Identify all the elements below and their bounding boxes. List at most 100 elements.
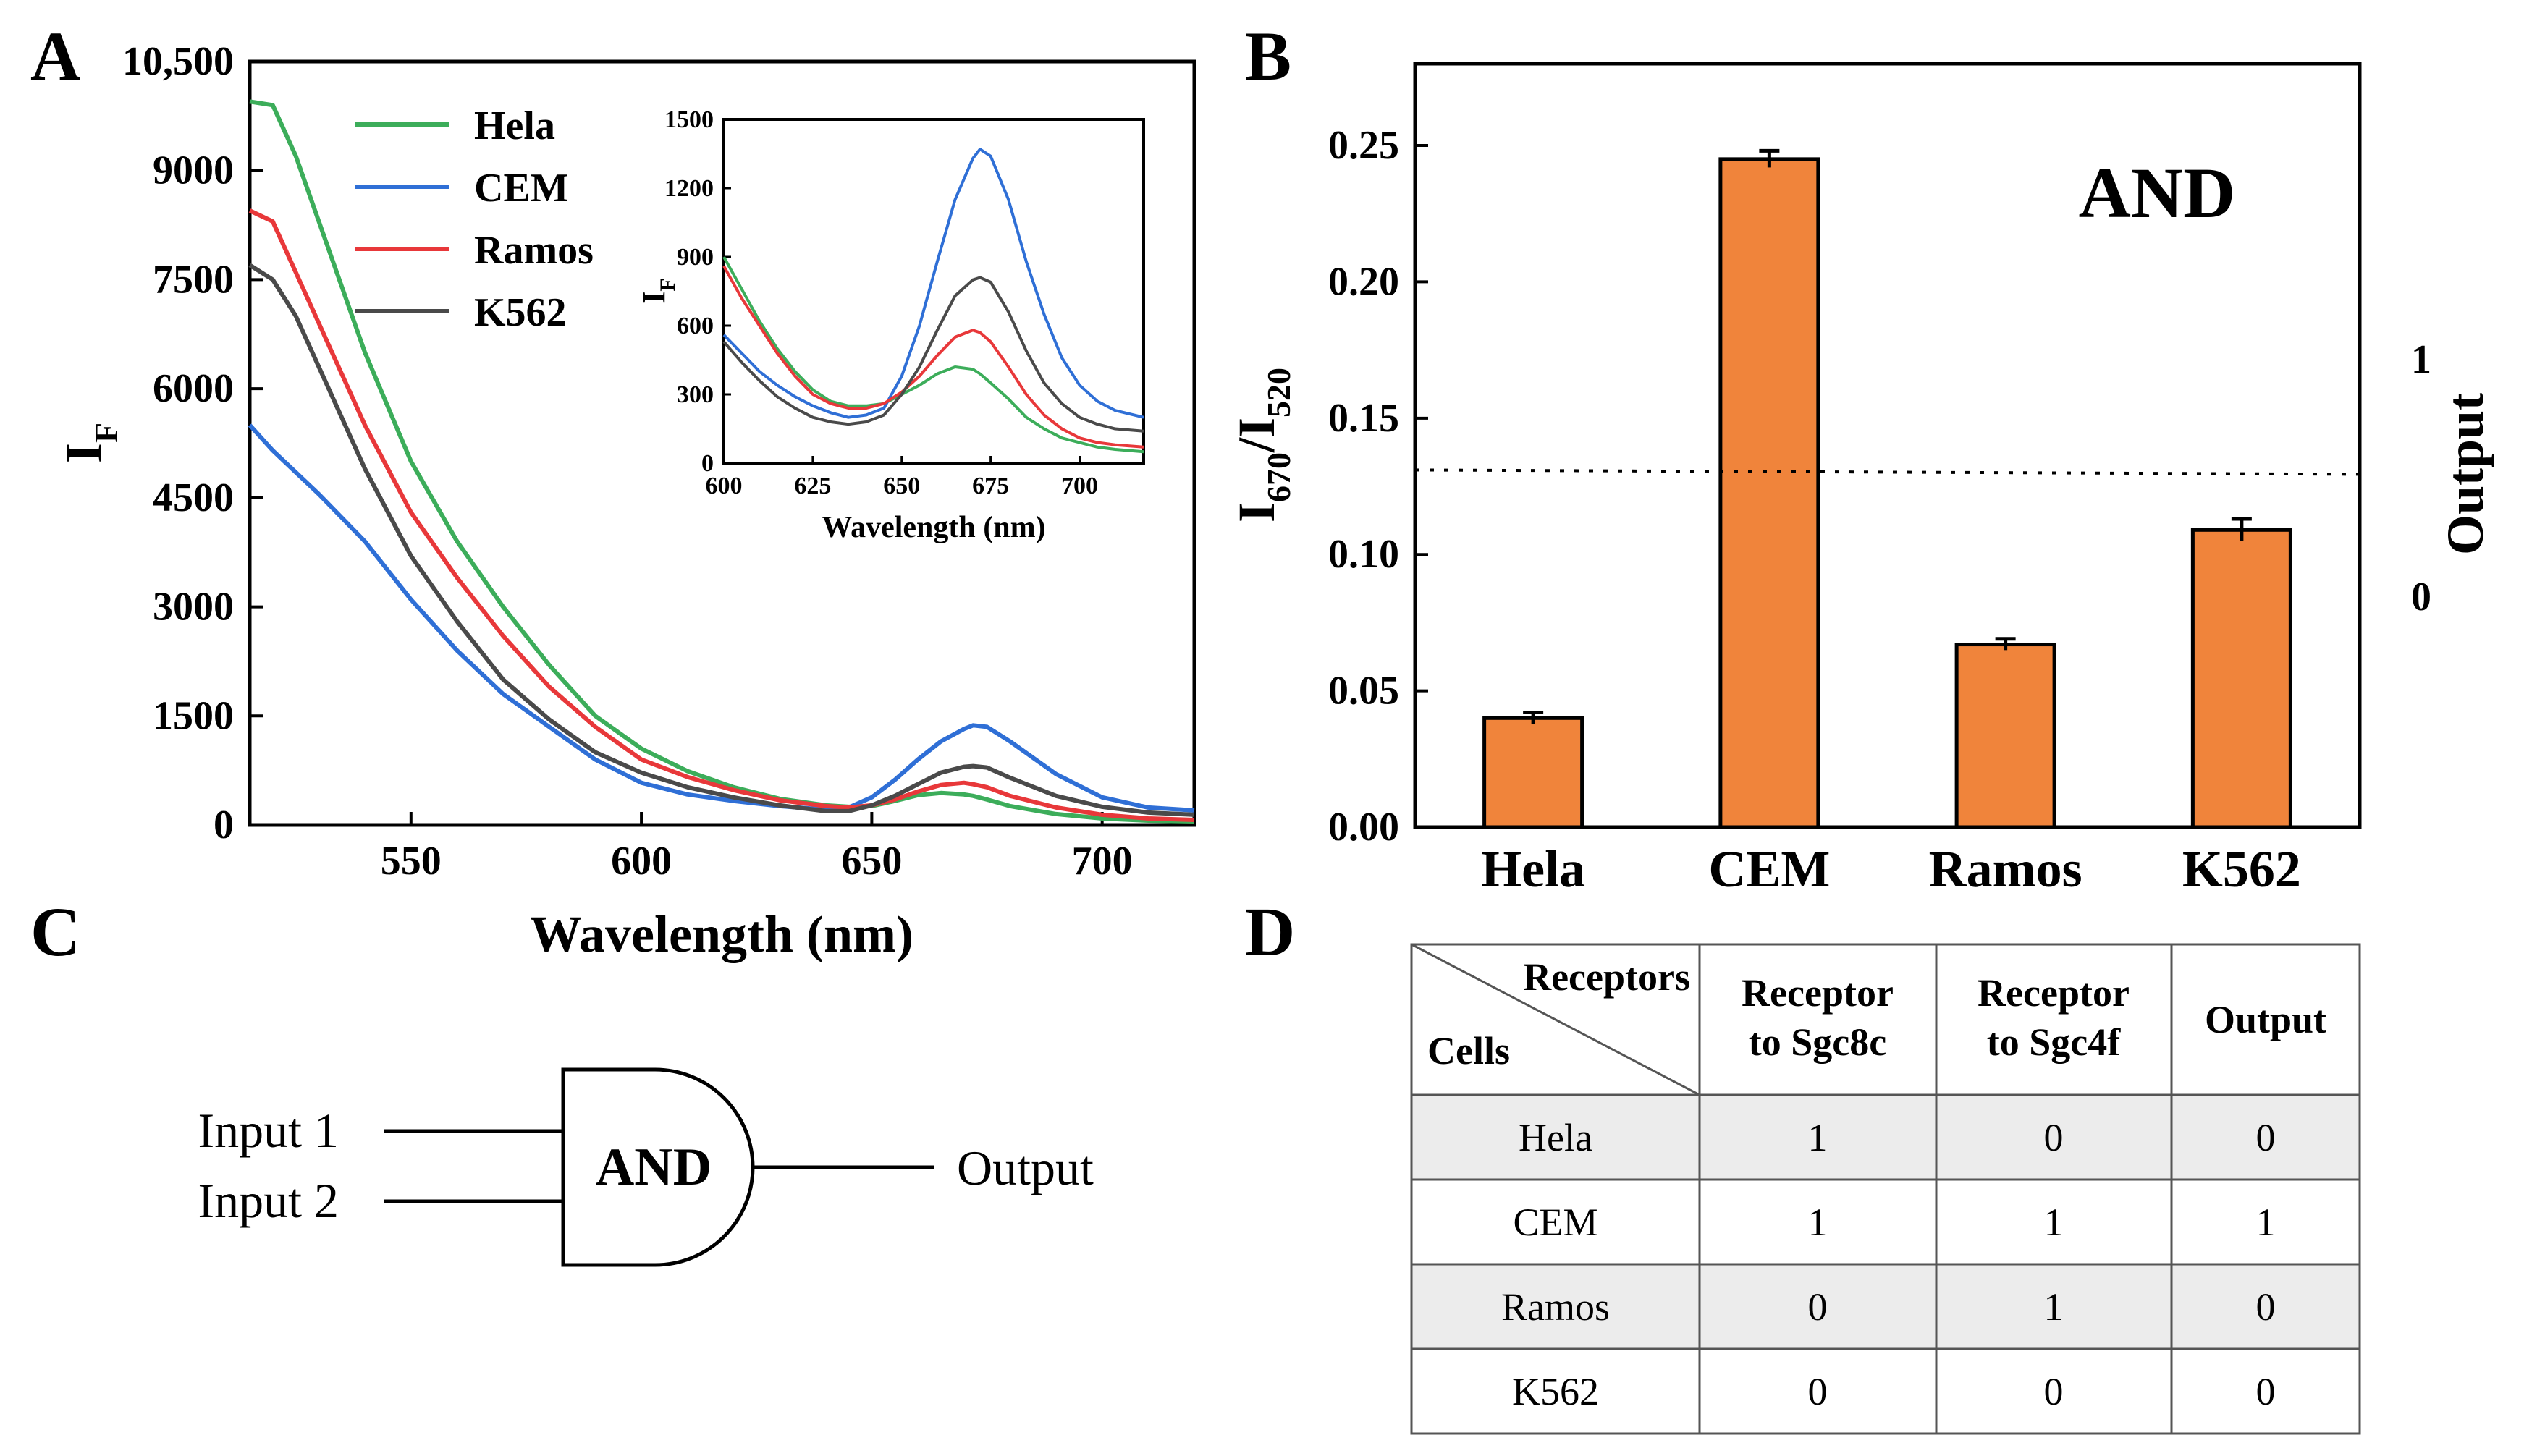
table-cell-cell: Ramos bbox=[1501, 1285, 1610, 1329]
category-label-k562: K562 bbox=[2182, 840, 2301, 898]
table-cell-sgc8c: 0 bbox=[1808, 1285, 1828, 1329]
x-tick-label: 600 bbox=[706, 473, 743, 499]
y-tick-label: 600 bbox=[677, 313, 714, 339]
truth-table: Receptors Cells Receptor to Sgc8c Recept… bbox=[1410, 943, 2361, 1435]
ratio-chart-title: AND bbox=[2079, 153, 2236, 233]
spectra-main-ylabel-sub: F bbox=[88, 423, 124, 443]
spectra-inset-ylabel-main: I bbox=[636, 292, 672, 304]
bar-cem bbox=[1718, 157, 1820, 829]
table-cell-cell: K562 bbox=[1512, 1370, 1599, 1413]
table-cell-sgc4f: 1 bbox=[2044, 1285, 2064, 1329]
category-label-cem: CEM bbox=[1708, 840, 1830, 898]
table-cell-cell: Hela bbox=[1519, 1116, 1592, 1159]
ratio-ylabel-sub1: 670 bbox=[1260, 452, 1297, 502]
legend-label-ramos: Ramos bbox=[474, 228, 594, 273]
series-line-cem bbox=[722, 148, 1144, 419]
series-line-k562 bbox=[722, 276, 1144, 433]
table-cell-sgc8c: 1 bbox=[1808, 1116, 1828, 1159]
x-tick-label: 650 bbox=[841, 839, 902, 884]
series-line-ramos bbox=[248, 208, 1195, 822]
table-header-sgc4f-line2: to Sgc4f bbox=[1987, 1020, 2121, 1064]
table-cell-output: 0 bbox=[2256, 1370, 2276, 1413]
spectra-main-frame bbox=[248, 59, 1196, 827]
table-cell-sgc8c: 0 bbox=[1808, 1370, 1828, 1413]
ratio-bar-chart: 0.00 0.05 0.10 0.15 0.20 0.25 Hela CEM Ramos K562… bbox=[1228, 62, 2494, 898]
panel-letter-c: C bbox=[30, 893, 80, 970]
table-cell-sgc4f: 1 bbox=[2044, 1201, 2064, 1244]
x-tick-label: 675 bbox=[972, 473, 1009, 499]
spectra-main-ticks: 550 600 650 700015003000450060007500900010,… bbox=[122, 39, 1133, 884]
bar-hela bbox=[1482, 716, 1584, 829]
table-corner-receptors: Receptors bbox=[1523, 955, 1690, 999]
spectra-inset-chart: 600 625 650 675 700 0 300 600 900 1200 1500 Wavele… bbox=[636, 106, 1145, 544]
spectra-inset-ylabel: IF bbox=[636, 278, 680, 303]
y-tick-label: 1200 bbox=[664, 175, 714, 202]
legend-label-k562: K562 bbox=[474, 290, 567, 335]
output-tick-1: 1 bbox=[2411, 337, 2431, 382]
series-line-ramos bbox=[722, 265, 1144, 449]
table-row-shade bbox=[1411, 1264, 2360, 1349]
table-header-sgc8c-line2: to Sgc8c bbox=[1749, 1020, 1886, 1064]
ratio-frame bbox=[1413, 62, 2362, 829]
y-tick-label: 10,500 bbox=[122, 39, 234, 84]
x-tick-label: 700 bbox=[1072, 839, 1133, 884]
y-tick-label: 0 bbox=[214, 803, 234, 847]
y-tick-label: 1500 bbox=[664, 106, 714, 133]
spectra-inset-ticks: 600 625 650 675 700 0 300 600 900 1200 1500 bbox=[664, 106, 1098, 499]
y-tick-label: 0 bbox=[701, 450, 714, 477]
and-gate-diagram: Input 1 Input 2 AND Output bbox=[198, 1067, 1094, 1267]
panel-letter-b: B bbox=[1245, 17, 1291, 95]
bar-k562 bbox=[2190, 528, 2292, 829]
gate-symbol-label: AND bbox=[596, 1138, 712, 1197]
ratio-threshold-line bbox=[1414, 468, 2360, 476]
y-tick-label: 4500 bbox=[153, 475, 234, 520]
y-tick-label: 0.20 bbox=[1328, 259, 1399, 304]
table-row: CEM 1 1 1 bbox=[1513, 1201, 2275, 1244]
table-row: K562 0 0 0 bbox=[1512, 1370, 2276, 1413]
y-tick-label: 0.00 bbox=[1328, 805, 1399, 850]
y-tick-label: 0.10 bbox=[1328, 532, 1399, 577]
table-header-sgc4f-line1: Receptor bbox=[1978, 971, 2130, 1015]
gate-output-label: Output bbox=[957, 1140, 1094, 1195]
y-tick-label: 900 bbox=[677, 244, 714, 271]
category-label-ramos: Ramos bbox=[1929, 840, 2082, 898]
y-tick-label: 3000 bbox=[153, 585, 234, 630]
ratio-bars bbox=[1482, 148, 2292, 829]
bar-ramos bbox=[1954, 643, 2056, 829]
table-header-sgc8c-line1: Receptor bbox=[1742, 971, 1894, 1015]
table-cell-output: 0 bbox=[2256, 1285, 2276, 1329]
x-tick-label: 550 bbox=[381, 839, 442, 884]
table-corner-diagonal bbox=[1411, 943, 1700, 1096]
spectra-main-xlabel: Wavelength (nm) bbox=[530, 905, 913, 963]
gate-input1-label: Input 1 bbox=[198, 1103, 339, 1158]
ratio-ylabel: I670/I520 bbox=[1228, 368, 1297, 522]
table-cell-output: 1 bbox=[2256, 1201, 2276, 1244]
spectra-main-ylabel: IF bbox=[55, 423, 124, 463]
y-tick-label: 300 bbox=[677, 381, 714, 408]
spectra-inset-ylabel-sub: F bbox=[656, 278, 680, 291]
y-tick-label: 7500 bbox=[153, 257, 234, 302]
series-line-hela bbox=[722, 256, 1144, 454]
spectra-inset-xlabel: Wavelength (nm) bbox=[822, 511, 1045, 544]
table-header-output: Output bbox=[2205, 998, 2326, 1041]
x-tick-label: 625 bbox=[794, 473, 831, 499]
legend-label-cem: CEM bbox=[474, 166, 569, 211]
output-axis-label: Output bbox=[2436, 393, 2494, 555]
table-cell-sgc8c: 1 bbox=[1808, 1201, 1828, 1244]
spectra-legend: Hela CEM Ramos K562 bbox=[355, 103, 594, 335]
table-cell-cell: CEM bbox=[1513, 1201, 1597, 1244]
x-tick-label: 600 bbox=[611, 839, 672, 884]
spectra-main-chart: 550 600 650 700015003000450060007500900010,… bbox=[55, 39, 1196, 963]
legend-label-hela: Hela bbox=[474, 103, 555, 148]
y-tick-label: 0.25 bbox=[1328, 123, 1399, 168]
ratio-ylabel-mid: /I bbox=[1228, 418, 1286, 453]
table-cell-sgc4f: 0 bbox=[2044, 1370, 2064, 1413]
series-line-k562 bbox=[248, 263, 1195, 817]
ratio-ylabel-sub2: 520 bbox=[1260, 368, 1297, 418]
y-tick-label: 0.05 bbox=[1328, 669, 1399, 714]
spectra-inset-frame bbox=[722, 118, 1145, 465]
ratio-ylabel-i1: I bbox=[1228, 502, 1286, 522]
x-tick-label: 700 bbox=[1061, 473, 1098, 499]
table-row: Hela 1 0 0 bbox=[1519, 1116, 2275, 1159]
